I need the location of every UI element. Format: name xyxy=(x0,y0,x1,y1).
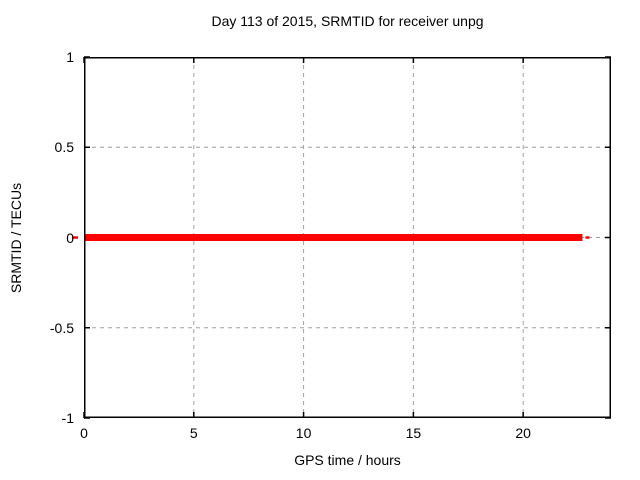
x-tick-label: 10 xyxy=(295,425,312,441)
x-tick-label: 0 xyxy=(80,425,88,441)
x-axis-label: GPS time / hours xyxy=(294,452,401,468)
plot-area xyxy=(72,56,611,419)
plot-border xyxy=(84,57,611,418)
chart-title: Day 113 of 2015, SRMTID for receiver unp… xyxy=(211,13,484,29)
y-tick-label: 0 xyxy=(66,229,74,246)
y-tick-label: 1 xyxy=(66,49,74,65)
x-tick-label: 15 xyxy=(405,425,422,441)
x-tick-label: 20 xyxy=(515,425,531,441)
y-tick-label: -0.5 xyxy=(49,319,74,336)
y-tick-label: -1 xyxy=(61,410,74,426)
x-tick-label: 5 xyxy=(189,425,198,441)
y-tick-label: 0.5 xyxy=(54,139,74,156)
